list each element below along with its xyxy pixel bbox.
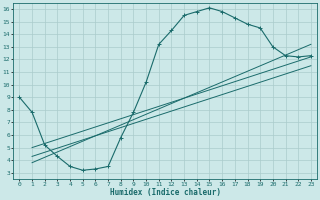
X-axis label: Humidex (Indice chaleur): Humidex (Indice chaleur) <box>110 188 220 197</box>
